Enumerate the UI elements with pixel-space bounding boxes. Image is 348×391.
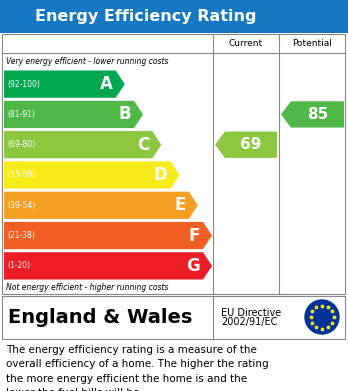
Bar — [2, 296, 345, 339]
Text: E: E — [174, 196, 186, 214]
Text: Energy Efficiency Rating: Energy Efficiency Rating — [35, 9, 257, 24]
Text: Very energy efficient - lower running costs: Very energy efficient - lower running co… — [6, 57, 168, 66]
Polygon shape — [4, 70, 125, 98]
Polygon shape — [4, 192, 198, 219]
Polygon shape — [215, 131, 277, 158]
Text: 2002/91/EC: 2002/91/EC — [221, 317, 277, 328]
Text: F: F — [189, 226, 200, 245]
Text: (39-54): (39-54) — [7, 201, 35, 210]
Bar — [2, 34, 345, 294]
Polygon shape — [281, 101, 344, 127]
Text: Potential: Potential — [293, 38, 332, 47]
Text: D: D — [154, 166, 168, 184]
Text: (1-20): (1-20) — [7, 261, 30, 270]
Text: England & Wales: England & Wales — [8, 308, 192, 327]
Polygon shape — [4, 101, 143, 128]
Text: (55-68): (55-68) — [7, 170, 35, 179]
Text: G: G — [186, 257, 200, 275]
Text: The energy efficiency rating is a measure of the
overall efficiency of a home. T: The energy efficiency rating is a measur… — [6, 345, 269, 391]
Text: Current: Current — [229, 38, 263, 47]
Text: (81-91): (81-91) — [7, 110, 35, 119]
Polygon shape — [4, 131, 161, 158]
Text: Not energy efficient - higher running costs: Not energy efficient - higher running co… — [6, 283, 168, 292]
Text: B: B — [118, 106, 131, 124]
Text: 85: 85 — [307, 107, 328, 122]
Bar — [0, 0, 348, 33]
Text: (69-80): (69-80) — [7, 140, 35, 149]
Text: (21-38): (21-38) — [7, 231, 35, 240]
Text: C: C — [137, 136, 149, 154]
Text: EU Directive: EU Directive — [221, 308, 281, 319]
Circle shape — [305, 300, 339, 334]
Text: A: A — [100, 75, 113, 93]
Polygon shape — [4, 222, 212, 249]
Text: 69: 69 — [240, 137, 262, 152]
Polygon shape — [4, 161, 180, 188]
Polygon shape — [4, 252, 212, 280]
Text: (92-100): (92-100) — [7, 80, 40, 89]
